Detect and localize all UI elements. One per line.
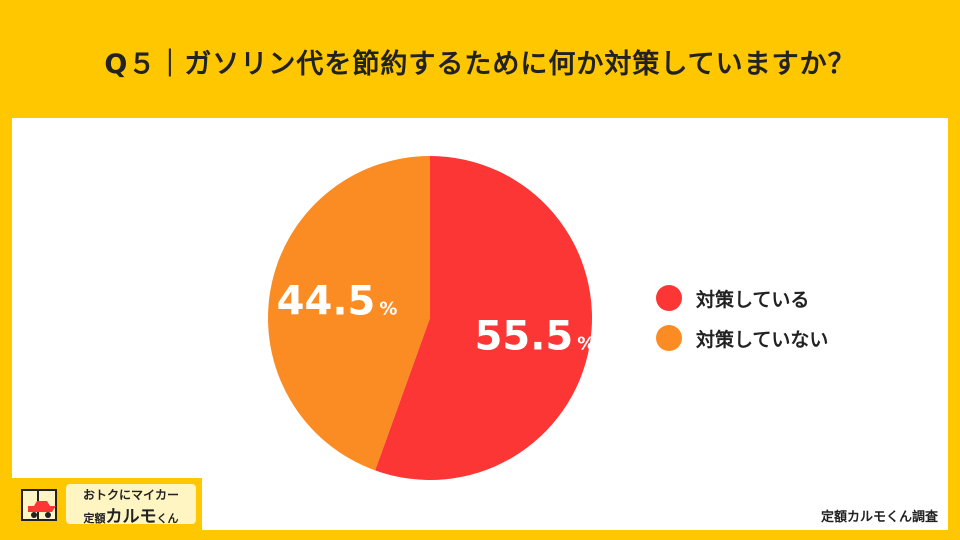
chart-panel: 55.5% 44.5% 対策している 対策していない bbox=[12, 118, 948, 530]
car-logo-icon bbox=[18, 482, 62, 526]
pie-chart: 55.5 % 44.5% bbox=[267, 156, 596, 480]
chart-title: Q５｜ガソリン代を節約するために何か対策していますか？ bbox=[104, 48, 856, 80]
legend-item-taisaku-shiteinai: 対策していない bbox=[656, 318, 828, 358]
pie-slice-1 bbox=[375, 156, 592, 480]
legend-dot-orange bbox=[656, 325, 682, 351]
legend: 対策している 対策していない bbox=[656, 278, 828, 358]
legend-label: 対策していない bbox=[696, 328, 829, 351]
slice-value-label: 44.5% bbox=[277, 279, 398, 325]
brand-prefix: 定額 bbox=[83, 512, 106, 525]
title-bar: Q５｜ガソリン代を節約するために何か対策していますか？ bbox=[0, 0, 960, 118]
legend-label: 対策している bbox=[696, 288, 810, 311]
brand-tagline: おトクにマイカー bbox=[82, 488, 179, 502]
brand-text: おトクにマイカー 定額カルモくん bbox=[66, 484, 196, 527]
brand-main: カルモ bbox=[105, 507, 157, 527]
legend-dot-red bbox=[656, 285, 682, 311]
brand-badge: おトクにマイカー 定額カルモくん bbox=[12, 478, 202, 530]
brand-suffix: くん bbox=[156, 512, 179, 525]
slice-value-label: 55.5% bbox=[475, 313, 596, 359]
brand-name: 定額カルモくん bbox=[66, 502, 196, 527]
pie-slice-2 bbox=[267, 156, 430, 471]
legend-item-taisaku-shiteiru: 対策している bbox=[656, 278, 828, 318]
source-note: 定額カルモくん調査 bbox=[820, 510, 938, 525]
